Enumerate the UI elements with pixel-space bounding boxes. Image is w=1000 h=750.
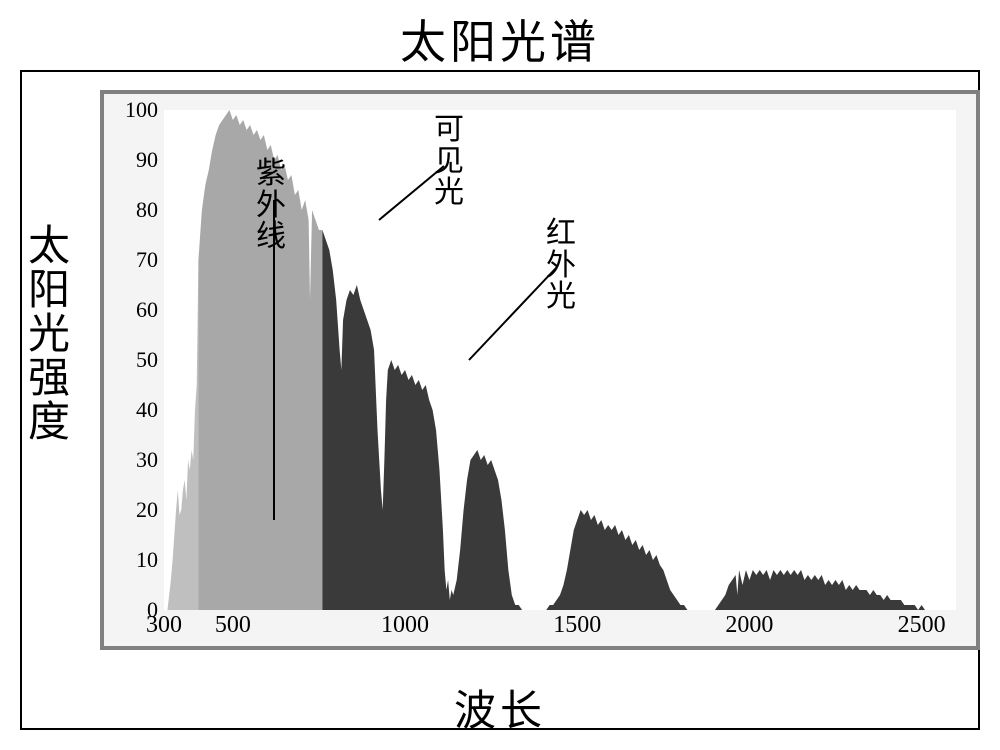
y-tick-label: 80 [136, 197, 158, 223]
region-label-visible: 可见光 [432, 114, 466, 209]
plot-area: 0102030405060708090100300500100015002000… [164, 110, 956, 610]
y-tick-label: 60 [136, 297, 158, 323]
region-label-uv: 紫外线 [254, 158, 288, 253]
y-tick-label: 30 [136, 447, 158, 473]
x-tick-label: 2500 [898, 612, 946, 639]
x-axis-title: 波长 [0, 677, 1000, 738]
page: 太阳光谱 太阳光强度 01020304050607080901003005001… [0, 0, 1000, 750]
chart-frame: 0102030405060708090100300500100015002000… [100, 90, 980, 650]
spectrum-uv [167, 260, 198, 610]
y-tick-label: 100 [125, 97, 158, 123]
y-tick-label: 40 [136, 397, 158, 423]
x-tick-label: 2000 [725, 612, 773, 639]
x-tick-label: 1000 [381, 612, 429, 639]
region-label-ir: 红外光 [544, 218, 578, 313]
x-tick-label: 1500 [553, 612, 601, 639]
y-tick-label: 70 [136, 247, 158, 273]
page-title: 太阳光谱 [0, 0, 1000, 72]
spectrum-ir [322, 230, 956, 610]
y-axis-title: 太阳光强度 [26, 225, 72, 445]
y-tick-label: 50 [136, 347, 158, 373]
x-tick-label: 300 [146, 612, 182, 639]
x-tick-label: 500 [215, 612, 251, 639]
callout-ir [469, 268, 556, 360]
y-tick-label: 10 [136, 547, 158, 573]
y-tick-label: 90 [136, 147, 158, 173]
y-tick-label: 20 [136, 497, 158, 523]
